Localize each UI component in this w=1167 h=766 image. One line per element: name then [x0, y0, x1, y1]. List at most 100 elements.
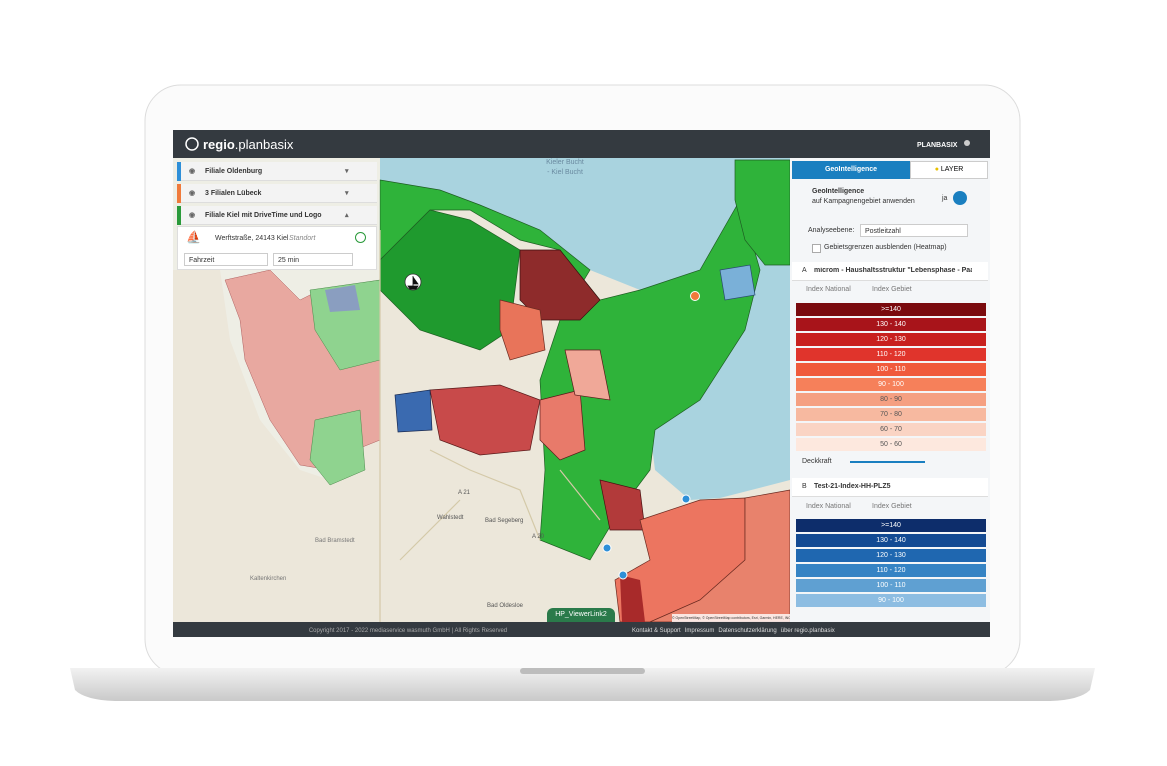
tab-layer[interactable]: ● LAYER: [910, 161, 988, 179]
footer-link[interactable]: Kontakt & Support: [632, 628, 681, 634]
laptop-notch: [520, 668, 645, 674]
map-label: Bad Oldesloe: [487, 603, 524, 609]
laptop-base: [70, 668, 1095, 701]
legend-item[interactable]: 120 - 130: [796, 333, 986, 346]
store-marker[interactable]: [404, 273, 422, 291]
legend-item[interactable]: 110 - 120: [796, 348, 986, 361]
address: Werftstraße, 24143 Kiel: [215, 235, 289, 242]
legend-item[interactable]: 80 - 90: [796, 393, 986, 406]
footer-link[interactable]: Datenschutzerklärung: [718, 628, 776, 634]
geo-subtitle: auf Kampagnengebiet anwenden: [812, 198, 915, 205]
map-label: A 20: [532, 534, 545, 540]
layer-name: Filiale Kiel mit DriveTime und Logo: [205, 212, 322, 219]
legend-item[interactable]: 90 - 100: [796, 594, 986, 607]
map-sea: [380, 158, 790, 500]
index-national[interactable]: Index National: [806, 503, 851, 510]
map-red-region: [539, 389, 586, 461]
footer-link[interactable]: über regio.planbasix: [781, 628, 835, 634]
index-gebiet[interactable]: Index Gebiet: [872, 503, 912, 510]
map-label: Kaltenkirchen: [250, 576, 286, 582]
logo-bold: regio: [203, 137, 235, 152]
opacity-slider[interactable]: [850, 461, 925, 463]
top-bar: [173, 130, 990, 158]
map-pin[interactable]: [681, 494, 691, 504]
analysis-select[interactable]: Postleitzahl: [860, 224, 968, 237]
layer-letter: A: [802, 267, 807, 274]
legend-item[interactable]: 70 - 80: [796, 408, 986, 421]
footer-links: Kontakt & Support Impressum Datenschutzerk…: [632, 628, 835, 634]
user-icon[interactable]: [964, 140, 970, 146]
map-red-region: [519, 249, 601, 321]
layer-row[interactable]: ◉ 3 Filialen Lübeck ▾: [177, 184, 377, 203]
logo-rest: .planbasix: [235, 137, 294, 152]
legend-item[interactable]: 130 - 140: [796, 318, 986, 331]
user-name[interactable]: PLANBASIX: [917, 142, 958, 149]
legend-item[interactable]: 110 - 120: [796, 564, 986, 577]
legend-item[interactable]: 100 - 110: [796, 579, 986, 592]
layer-row[interactable]: ◉ Filiale Oldenburg ▾: [177, 162, 377, 181]
legend-item[interactable]: 50 - 60: [796, 438, 986, 451]
legend-item[interactable]: 90 - 100: [796, 378, 986, 391]
layer-name: Test-21-Index-HH-PLZ5: [814, 483, 891, 490]
legend-item[interactable]: 120 - 130: [796, 549, 986, 562]
index-national[interactable]: Index National: [806, 286, 851, 293]
layer-letter: B: [802, 483, 807, 490]
map-pin[interactable]: [618, 570, 628, 580]
map-blue-region: [394, 389, 433, 433]
eye-icon[interactable]: ◉: [189, 168, 196, 175]
map-label: A 21: [458, 490, 471, 496]
eye-icon[interactable]: ◉: [189, 190, 196, 197]
layer-toggle[interactable]: ▾: [345, 168, 349, 175]
toggle-switch[interactable]: [953, 191, 967, 205]
map-label: Bad Bramstedt: [315, 538, 355, 544]
layer-name: microm - Haushaltsstruktur "Lebensphase …: [814, 267, 972, 274]
copyright: Copyright 2017 - 2022 mediaservice wasmu…: [309, 628, 507, 634]
hide-borders: Gebietsgrenzen ausblenden (Heatmap): [824, 244, 947, 251]
tab-geo[interactable]: GeoIntelligence: [792, 161, 910, 179]
eye-icon[interactable]: ◉: [189, 212, 196, 219]
legend-item[interactable]: 130 - 140: [796, 534, 986, 547]
location-status[interactable]: [355, 232, 366, 243]
layer-b-header[interactable]: B Test-21-Index-HH-PLZ5: [792, 478, 988, 497]
map-red-region: [429, 384, 541, 456]
map-pin[interactable]: [690, 291, 700, 301]
attribution: © OpenStreetMap, © OpenStreetMap contrib…: [672, 614, 790, 622]
legend-item[interactable]: >=140: [796, 519, 986, 532]
location-tag: Standort: [289, 235, 316, 242]
map: Kieler Bucht - Kiel Bucht A 21 A 20 Bad …: [173, 158, 790, 622]
legend-item[interactable]: >=140: [796, 303, 986, 316]
viewer-link-button[interactable]: HP_ViewerLink2: [547, 608, 615, 622]
boat-icon: ⛵: [186, 230, 201, 244]
layer-toggle[interactable]: ▾: [345, 190, 349, 197]
legend-item[interactable]: 60 - 70: [796, 423, 986, 436]
map-label: Bad Segeberg: [485, 518, 523, 524]
map-red-region: [499, 299, 546, 361]
toggle-label: ja: [942, 195, 948, 202]
map-blue-region: [719, 264, 756, 301]
footer-bar: [173, 622, 990, 637]
tab-label: LAYER: [940, 166, 964, 173]
legend-item[interactable]: 100 - 110: [796, 363, 986, 376]
layer-a-header[interactable]: A microm - Haushaltsstruktur "Lebensphas…: [792, 262, 988, 281]
layer-toggle[interactable]: ▴: [345, 212, 349, 219]
layer-row[interactable]: ◉ Filiale Kiel mit DriveTime und Logo ▴: [177, 206, 377, 225]
checkbox[interactable]: [812, 244, 821, 253]
map-faded-green: [309, 409, 366, 486]
map-faded-green: [309, 279, 381, 371]
footer-link[interactable]: Impressum: [685, 628, 715, 634]
index-gebiet[interactable]: Index Gebiet: [872, 286, 912, 293]
layer-name: 3 Filialen Lübeck: [205, 190, 262, 197]
time-input[interactable]: 25 min: [273, 253, 353, 266]
map-roads: [379, 230, 601, 622]
logo-icon: [185, 137, 199, 151]
mode-select[interactable]: Fahrzeit: [184, 253, 268, 266]
logo: regio.planbasix: [203, 137, 294, 152]
map-pin[interactable]: [602, 543, 612, 553]
tab-icon: ●: [934, 166, 939, 173]
layer-color: [177, 206, 181, 225]
time-value: 25 min: [278, 257, 300, 264]
map-green-region: [734, 159, 790, 266]
geo-title: GeoIntelligence: [812, 188, 865, 195]
